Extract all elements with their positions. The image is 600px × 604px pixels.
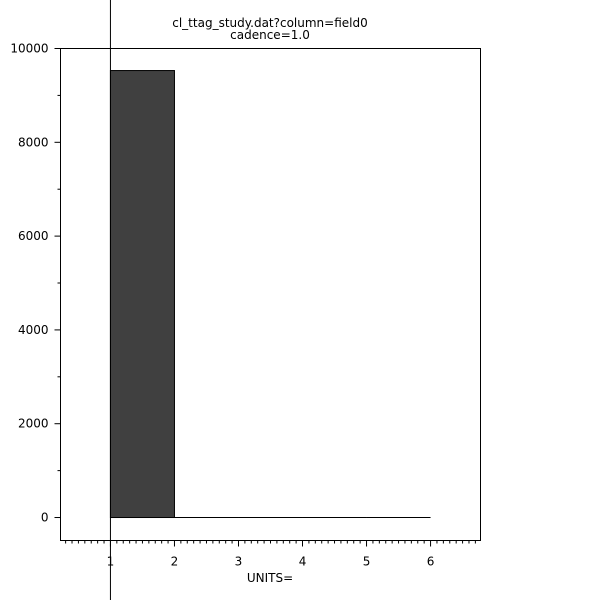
y-tick-label: 6000 xyxy=(18,229,49,243)
chart-title: cl_ttag_study.dat?column=field0 xyxy=(172,16,368,30)
x-tick-label: 3 xyxy=(235,555,243,569)
x-tick-label: 4 xyxy=(299,555,307,569)
y-tick-label: 8000 xyxy=(18,135,49,149)
x-tick-label: 2 xyxy=(171,555,179,569)
chart-subtitle: cadence=1.0 xyxy=(230,28,310,42)
y-tick-label: 2000 xyxy=(18,417,49,431)
y-tick-label: 4000 xyxy=(18,323,49,337)
histogram-bar xyxy=(109,70,175,519)
x-axis-label: UNITS= xyxy=(247,571,293,585)
y-tick-label: 10000 xyxy=(10,42,48,56)
x-tick-label: 6 xyxy=(427,555,435,569)
y-tick-label: 0 xyxy=(41,511,49,525)
x-tick-label: 5 xyxy=(363,555,371,569)
